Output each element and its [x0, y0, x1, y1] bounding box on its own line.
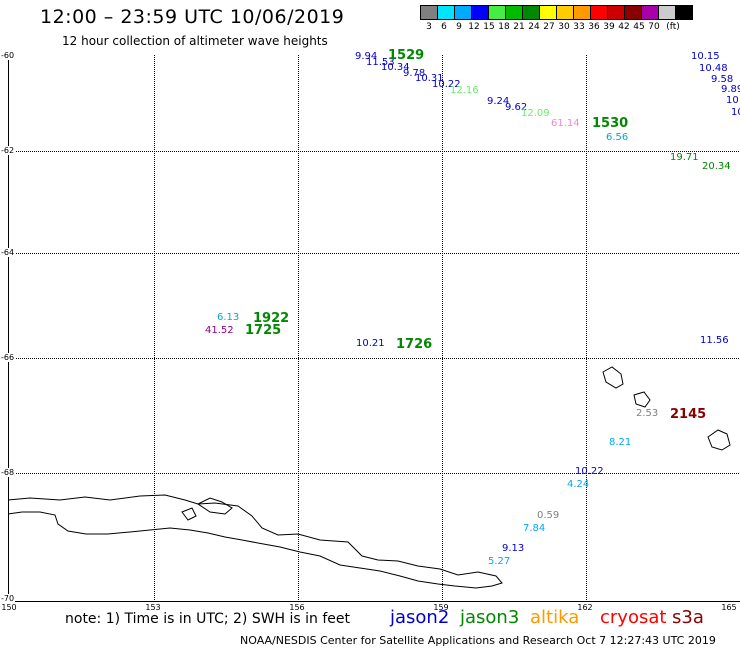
wave-height-label: 9.62 [505, 102, 528, 113]
pass-time-label: 1725 [245, 323, 282, 338]
wave-height-label: 10 [726, 95, 739, 106]
wave-height-label: 4.24 [567, 479, 590, 490]
legend-label: 33 [573, 22, 585, 32]
pass-time-label: 1530 [592, 116, 629, 131]
legend-label: (ft) [666, 22, 680, 32]
gridline-lat-66 [9, 358, 740, 359]
wave-height-label: 7.84 [523, 523, 546, 534]
wave-height-label: 61.14 [551, 118, 580, 129]
lon-label: 150 [1, 603, 17, 612]
footer-credit: NOAA/NESDIS Center for Satellite Applica… [240, 634, 716, 647]
wave-height-label: 11.56 [700, 335, 729, 346]
wave-height-label: 10.15 [691, 51, 720, 62]
wave-height-label: 6.56 [606, 132, 629, 143]
wave-height-label: 12.09 [521, 108, 550, 119]
wave-height-label: 10.22 [575, 466, 604, 477]
lon-label: 165 [721, 603, 737, 612]
gridline-lon-156 [298, 55, 299, 602]
lat-label: -68 [0, 468, 16, 477]
wave-height-label: 2.53 [636, 408, 659, 419]
legend-label: 3 [426, 22, 432, 32]
legend-label: 6 [441, 22, 447, 32]
legend-label: 42 [618, 22, 630, 32]
wave-height-label: 6.13 [217, 312, 240, 323]
wave-height-label: 41.52 [205, 325, 234, 336]
color-legend [420, 5, 693, 20]
wave-height-label: 10 [731, 107, 740, 118]
wave-height-label: 9.89 [721, 84, 740, 95]
map-frame [8, 55, 740, 602]
legend-label: 70 [648, 22, 660, 32]
wave-height-label: 19.71 [670, 152, 699, 163]
lon-label: 156 [289, 603, 305, 612]
wave-height-label: 10.22 [432, 79, 461, 90]
wave-height-label: 0.59 [537, 510, 560, 521]
gridline-lon-162 [586, 55, 587, 602]
gridline-lon-159 [442, 55, 443, 602]
wave-height-label: 9.94 [355, 51, 378, 62]
legend-swatch [675, 5, 693, 20]
pass-time-label: 1529 [388, 48, 425, 63]
satellite-cryosat-label: cryosat [600, 607, 667, 628]
wave-height-label: 11.53 [366, 57, 395, 68]
pass-time-label: 2145 [670, 407, 707, 422]
gridline-lat-68 [9, 473, 740, 474]
legend-labels: 3 6 9 12 15 18 21 24 27 30 33 36 39 42 45 70 (ft) [421, 22, 740, 36]
lat-label: -60 [0, 51, 16, 60]
legend-label: 39 [603, 22, 615, 32]
pass-time-label: 1922 [253, 311, 290, 326]
gridline-lon-153 [154, 55, 155, 602]
gridline-lat-62 [9, 151, 740, 152]
lat-label: -66 [0, 353, 16, 362]
wave-height-label: 8.21 [609, 437, 632, 448]
legend-label: 45 [633, 22, 645, 32]
legend-label: 30 [558, 22, 570, 32]
wave-height-label: 10.48 [699, 63, 728, 74]
legend-label: 24 [528, 22, 540, 32]
lat-label: -62 [0, 146, 16, 155]
wave-height-label: 9.13 [502, 543, 525, 554]
units-note: note: 1) Time is in UTC; 2) SWH is in fe… [65, 611, 351, 627]
lat-label: -64 [0, 248, 16, 257]
lon-label: 159 [433, 603, 449, 612]
legend-label: 21 [513, 22, 525, 32]
legend-label: 27 [543, 22, 555, 32]
legend-label: 12 [468, 22, 480, 32]
wave-height-label: 9.24 [487, 96, 510, 107]
legend-label: 15 [483, 22, 495, 32]
wave-height-label: 5.27 [488, 556, 511, 567]
wave-height-label: 9.78 [403, 68, 426, 79]
gridline-lat-64 [9, 253, 740, 254]
lat-label: -70 [0, 594, 16, 603]
legend-label: 18 [498, 22, 510, 32]
lon-label: 162 [577, 603, 593, 612]
satellite-jason2-label: jason2 [390, 607, 450, 628]
satellite-jason3-label: jason3 [460, 607, 520, 628]
lon-label: 153 [145, 603, 161, 612]
wave-height-label: 9.58 [711, 74, 734, 85]
wave-height-label: 20.34 [702, 161, 731, 172]
satellite-altika-label: altika [530, 607, 580, 628]
wave-height-label: 10.21 [356, 338, 385, 349]
wave-height-label: 12.16 [450, 85, 479, 96]
wave-height-label: 10.34 [381, 62, 410, 73]
satellite-s3a-label: s3a [672, 607, 704, 628]
map-title: 12:00 – 23:59 UTC 10/06/2019 [40, 6, 345, 28]
legend-label: 9 [456, 22, 462, 32]
wave-height-label: 10.31 [415, 73, 444, 84]
map-subtitle: 12 hour collection of altimeter wave hei… [62, 34, 328, 48]
pass-time-label: 1726 [396, 337, 433, 352]
legend-label: 36 [588, 22, 600, 32]
